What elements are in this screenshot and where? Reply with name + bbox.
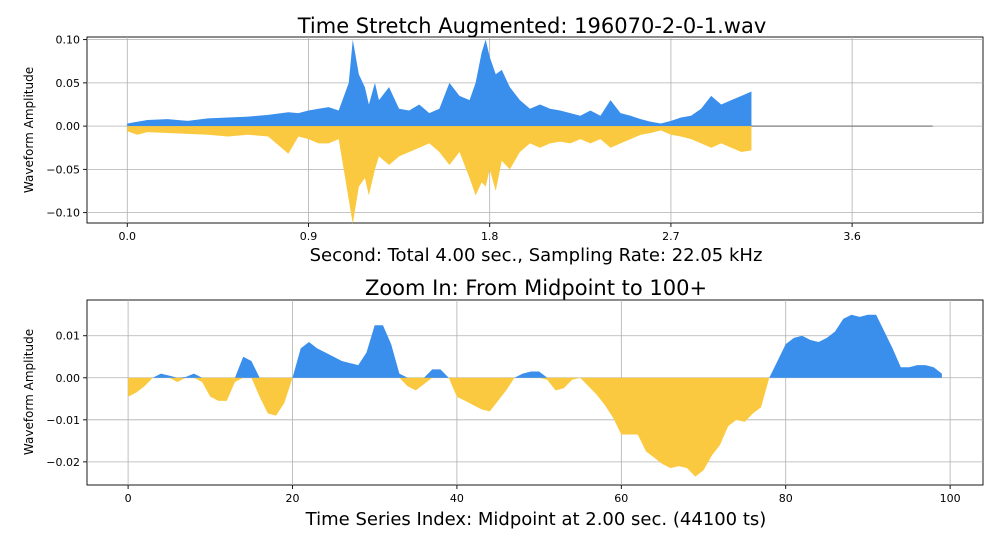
y-ticks: 0.01 0.00 −0.01 −0.02 <box>46 330 87 469</box>
waveform-positive <box>128 314 942 378</box>
waveform-negative <box>128 377 942 477</box>
chart-title: Zoom In: From Midpoint to 100+ <box>365 276 707 300</box>
y-tick-label: 0.00 <box>56 120 81 133</box>
waveform-negative <box>127 126 752 224</box>
y-ticks: 0.10 0.05 0.00 −0.05 −0.10 <box>46 34 87 220</box>
x-tick-label: 1.8 <box>481 230 499 243</box>
y-tick-label: 0.05 <box>56 77 81 90</box>
x-tick-label: 2.7 <box>662 230 680 243</box>
x-tick-label: 100 <box>940 492 961 505</box>
waveform-positive <box>127 39 752 127</box>
x-tick-label: 0 <box>125 492 132 505</box>
y-tick-label: −0.02 <box>46 456 80 469</box>
x-tick-label: 80 <box>779 492 793 505</box>
x-tick-label: 0.9 <box>300 230 318 243</box>
x-tick-label: 3.6 <box>843 230 861 243</box>
chart-zoom-in: Zoom In: From Midpoint to 100+ 0 20 40 60 80… <box>22 276 984 530</box>
x-ticks: 0.0 0.9 1.8 2.7 3.6 <box>119 223 861 243</box>
y-axis-label: Waveform Amplitude <box>22 67 36 193</box>
y-tick-label: 0.00 <box>56 372 81 385</box>
x-tick-label: 60 <box>614 492 628 505</box>
y-tick-label: 0.01 <box>56 330 81 343</box>
plot-frame <box>86 36 984 224</box>
chart-time-stretch: Time Stretch Augmented: 196070-2-0-1.wav… <box>22 14 984 266</box>
waveform-area <box>127 39 933 224</box>
y-tick-label: −0.05 <box>46 163 80 176</box>
x-axis-label: Second: Total 4.00 sec., Sampling Rate: … <box>310 245 763 266</box>
waveform-area <box>128 314 942 477</box>
x-axis-label: Time Series Index: Midpoint at 2.00 sec.… <box>305 509 767 530</box>
y-tick-label: −0.10 <box>46 207 80 220</box>
y-axis-label: Waveform Amplitude <box>22 329 36 455</box>
x-tick-label: 40 <box>450 492 464 505</box>
plot-frame <box>86 299 984 486</box>
chart-title: Time Stretch Augmented: 196070-2-0-1.wav <box>297 14 767 38</box>
x-tick-label: 20 <box>286 492 300 505</box>
x-ticks: 0 20 40 60 80 100 <box>125 485 961 505</box>
y-tick-label: 0.10 <box>56 34 81 47</box>
y-tick-label: −0.01 <box>46 414 80 427</box>
x-tick-label: 0.0 <box>119 230 137 243</box>
